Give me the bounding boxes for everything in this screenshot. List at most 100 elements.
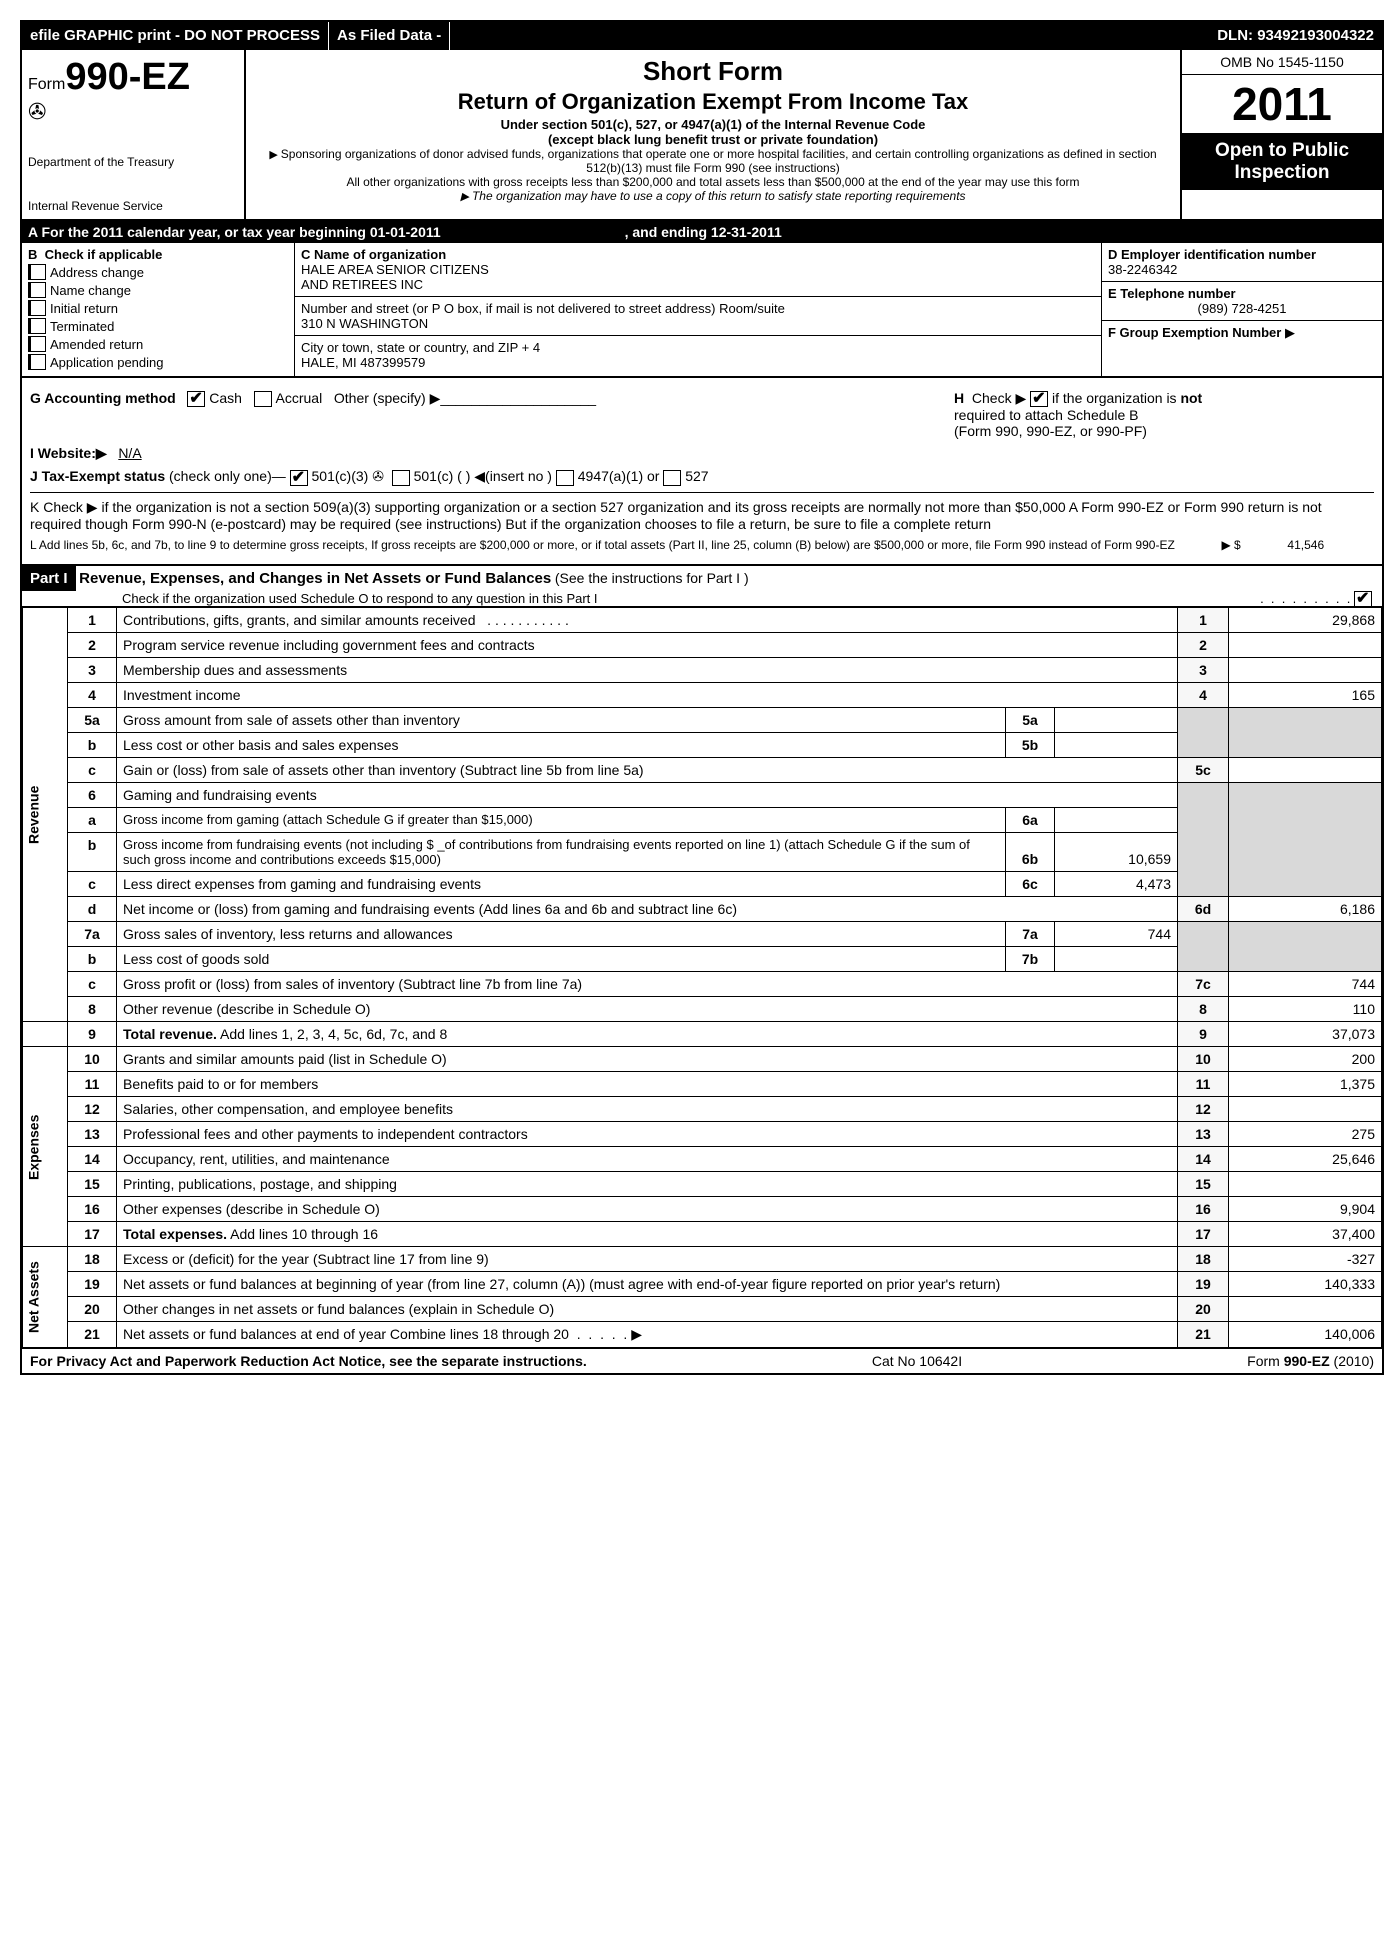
chk-address-change[interactable]: Address change bbox=[28, 264, 288, 280]
return-title: Return of Organization Exempt From Incom… bbox=[254, 89, 1172, 115]
row-a: A For the 2011 calendar year, or tax yea… bbox=[22, 221, 1382, 243]
row-l-amount: 41,546 bbox=[1287, 538, 1324, 552]
part1-header: Part I Revenue, Expenses, and Changes in… bbox=[22, 564, 1382, 607]
val-16: 9,904 bbox=[1229, 1197, 1382, 1222]
val-7c: 744 bbox=[1229, 972, 1382, 997]
val-6d: 6,186 bbox=[1229, 897, 1382, 922]
chk-527[interactable] bbox=[663, 470, 681, 486]
val-6a bbox=[1055, 808, 1178, 833]
row-l-text: L Add lines 5b, 6c, and 7b, to line 9 to… bbox=[30, 538, 1175, 552]
phone-value: (989) 728-4251 bbox=[1108, 301, 1376, 316]
omb-number: OMB No 1545-1150 bbox=[1182, 50, 1382, 75]
box-def: D Employer identification number 38-2246… bbox=[1101, 243, 1382, 376]
label-ein: D Employer identification number bbox=[1108, 247, 1376, 262]
val-2 bbox=[1229, 633, 1382, 658]
chk-terminated[interactable]: Terminated bbox=[28, 318, 288, 334]
val-3 bbox=[1229, 658, 1382, 683]
rows-ghij: G Accounting method Cash Accrual Other (… bbox=[22, 378, 1382, 564]
form-990: 990 bbox=[65, 56, 128, 98]
chk-not-required[interactable] bbox=[1030, 391, 1048, 407]
chk-501c3[interactable] bbox=[290, 470, 308, 486]
chk-accrual[interactable] bbox=[254, 391, 272, 407]
label-city: City or town, state or country, and ZIP … bbox=[301, 340, 1095, 355]
row-j-label: J Tax-Exempt status bbox=[30, 468, 165, 484]
footer: For Privacy Act and Paperwork Reduction … bbox=[22, 1348, 1382, 1373]
chk-initial-return[interactable]: Initial return bbox=[28, 300, 288, 316]
header-middle: Short Form Return of Organization Exempt… bbox=[246, 50, 1180, 219]
website-value: N/A bbox=[118, 445, 141, 461]
val-7b bbox=[1055, 947, 1178, 972]
top-bar: efile GRAPHIC print - DO NOT PROCESS As … bbox=[22, 22, 1382, 50]
box-b-label: B bbox=[28, 247, 37, 262]
efile-notice: efile GRAPHIC print - DO NOT PROCESS bbox=[22, 22, 329, 50]
other-orgs-note: All other organizations with gross recei… bbox=[254, 175, 1172, 189]
form-page: efile GRAPHIC print - DO NOT PROCESS As … bbox=[20, 20, 1384, 1375]
chk-name-change[interactable]: Name change bbox=[28, 282, 288, 298]
section-b: B Check if applicable Address change Nam… bbox=[22, 243, 1382, 378]
irs: Internal Revenue Service bbox=[28, 199, 238, 213]
label-org-name: C Name of organization bbox=[301, 247, 1095, 262]
label-phone: E Telephone number bbox=[1108, 286, 1376, 301]
row-a-right: , and ending 12-31-2011 bbox=[625, 224, 782, 240]
val-14: 25,646 bbox=[1229, 1147, 1382, 1172]
form-number: Form990-EZ bbox=[28, 56, 238, 99]
arrow-icon: ▶ bbox=[1285, 325, 1295, 340]
footer-mid: Cat No 10642I bbox=[872, 1353, 962, 1369]
val-7a: 744 bbox=[1055, 922, 1178, 947]
open-to-public: Open to Public Inspection bbox=[1182, 134, 1382, 190]
label-group-exemption: F Group Exemption Number bbox=[1108, 325, 1281, 340]
chk-pending[interactable]: Application pending bbox=[28, 354, 288, 370]
exception-note: (except black lung benefit trust or priv… bbox=[254, 132, 1172, 147]
header-right: OMB No 1545-1150 2011 Open to Public Ins… bbox=[1180, 50, 1382, 219]
row-g-label: G Accounting method bbox=[30, 390, 176, 406]
val-21: 140,006 bbox=[1229, 1322, 1382, 1348]
val-17: 37,400 bbox=[1229, 1222, 1382, 1247]
val-5c bbox=[1229, 758, 1382, 783]
val-6b: 10,659 bbox=[1055, 833, 1178, 872]
part1-check-note: Check if the organization used Schedule … bbox=[22, 591, 598, 606]
short-form-title: Short Form bbox=[254, 56, 1172, 87]
state-note: The organization may have to use a copy … bbox=[254, 189, 1172, 203]
row-i-label: I Website:▶ bbox=[30, 445, 107, 461]
val-20 bbox=[1229, 1297, 1382, 1322]
form-prefix: Form bbox=[28, 76, 65, 93]
part1-note: (See the instructions for Part I ) bbox=[555, 570, 749, 586]
chk-amended[interactable]: Amended return bbox=[28, 336, 288, 352]
form-ez: -EZ bbox=[129, 56, 190, 98]
sponsor-note: Sponsoring organizations of donor advise… bbox=[254, 147, 1172, 175]
dept-treasury: Department of the Treasury bbox=[28, 155, 238, 169]
footer-right: Form 990-EZ (2010) bbox=[1247, 1353, 1374, 1369]
street: 310 N WASHINGTON bbox=[301, 316, 1095, 331]
val-11: 1,375 bbox=[1229, 1072, 1382, 1097]
box-c: C Name of organization HALE AREA SENIOR … bbox=[295, 243, 1101, 376]
section-note: Under section 501(c), 527, or 4947(a)(1)… bbox=[254, 117, 1172, 132]
as-filed: As Filed Data - bbox=[329, 22, 450, 50]
chk-cash[interactable] bbox=[187, 391, 205, 407]
dln: DLN: 93492193004322 bbox=[1209, 22, 1382, 50]
val-1: 29,868 bbox=[1229, 608, 1382, 633]
org-name-2: AND RETIREES INC bbox=[301, 277, 1095, 292]
val-4: 165 bbox=[1229, 683, 1382, 708]
val-8: 110 bbox=[1229, 997, 1382, 1022]
row-k: K Check ▶ if the organization is not a s… bbox=[30, 492, 1374, 532]
val-18: -327 bbox=[1229, 1247, 1382, 1272]
val-12 bbox=[1229, 1097, 1382, 1122]
org-name-1: HALE AREA SENIOR CITIZENS bbox=[301, 262, 1095, 277]
netassets-label: Net Assets bbox=[23, 1247, 68, 1348]
city: HALE, MI 487399579 bbox=[301, 355, 1095, 370]
part1-table: Revenue 1 Contributions, gifts, grants, … bbox=[22, 607, 1382, 1348]
revenue-label: Revenue bbox=[23, 608, 68, 1022]
chk-4947[interactable] bbox=[556, 470, 574, 486]
chk-schedule-o[interactable] bbox=[1354, 591, 1372, 607]
val-9: 37,073 bbox=[1229, 1022, 1382, 1047]
chk-501c[interactable] bbox=[392, 470, 410, 486]
ein-value: 38-2246342 bbox=[1108, 262, 1376, 277]
val-13: 275 bbox=[1229, 1122, 1382, 1147]
part1-title: Revenue, Expenses, and Changes in Net As… bbox=[79, 570, 551, 587]
label-street: Number and street (or P O box, if mail i… bbox=[301, 301, 1095, 316]
val-5b bbox=[1055, 733, 1178, 758]
val-19: 140,333 bbox=[1229, 1272, 1382, 1297]
irs-eagle-icon: ✇ bbox=[28, 99, 238, 125]
box-b: B Check if applicable Address change Nam… bbox=[22, 243, 295, 376]
val-15 bbox=[1229, 1172, 1382, 1197]
